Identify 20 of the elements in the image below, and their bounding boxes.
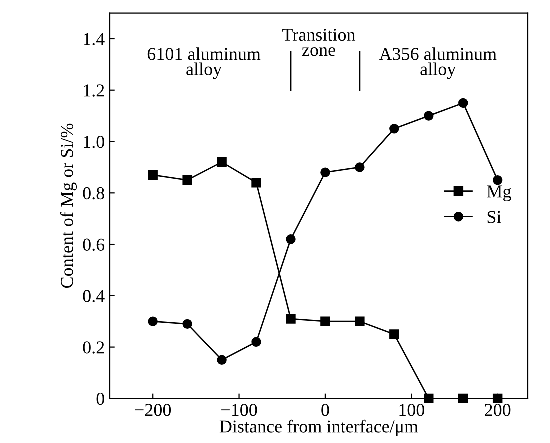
annotation: Transition zone	[282, 28, 356, 56]
y-tick-label: 1.2	[84, 84, 104, 97]
x-tick-label: −100	[222, 404, 258, 416]
y-tick-label: 0.4	[83, 290, 105, 302]
y-tick-label: 1.0	[84, 136, 104, 148]
y-axis-title: Content of Mg or Si/%	[60, 124, 78, 288]
x-tick-label: 0	[322, 404, 330, 416]
x-tick-label: −200	[135, 404, 172, 416]
legend-label: Si	[488, 211, 502, 224]
y-tick-label: 0	[96, 392, 104, 406]
y-tick-label: 0.8	[83, 187, 104, 200]
x-axis-title: Distance from interface/μm	[220, 420, 418, 437]
annotation: A356 aluminum alloy	[379, 48, 497, 80]
x-tick-label: 100	[400, 404, 425, 416]
y-tick-label: 0.2	[83, 342, 104, 354]
y-tick-label: 0.6	[83, 238, 105, 252]
y-tick-label: 1.4	[84, 33, 105, 46]
annotation: 6101 aluminum alloy	[148, 48, 261, 80]
x-tick-label: 200	[485, 404, 511, 416]
legend-label: Mg	[487, 186, 512, 202]
